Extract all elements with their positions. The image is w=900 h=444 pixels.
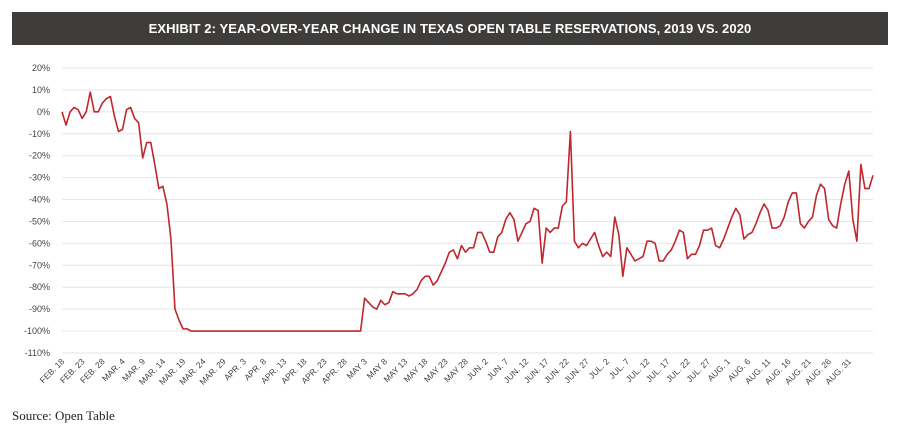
y-tick-label: -30% [29, 173, 50, 183]
y-tick-label: 20% [32, 63, 50, 73]
y-axis: 20% 10% 0% -10% -20% -30% -40% -50% -60% -70% -80%… [24, 63, 50, 358]
line-chart: 20% 10% 0% -10% -20% -30% -40% -50% -60% -70% -80%… [24, 63, 874, 387]
y-tick-label: -110% [25, 348, 50, 358]
y-tick-label: -90% [29, 304, 50, 314]
x-tick-label: MAY 3 [344, 356, 369, 381]
y-tick-label: -50% [29, 216, 50, 226]
y-tick-label: -100% [24, 326, 50, 336]
y-tick-label: -70% [29, 260, 50, 270]
y-tick-label: 0% [37, 107, 50, 117]
y-tick-label: -10% [29, 129, 50, 139]
y-tick-label: -80% [29, 282, 50, 292]
gridlines [62, 67, 873, 354]
y-tick-label: -40% [29, 195, 50, 205]
series-line [61, 91, 874, 332]
y-tick-label: 10% [32, 85, 50, 95]
chart-title: EXHIBIT 2: YEAR-OVER-YEAR CHANGE IN TEXA… [12, 12, 888, 45]
x-tick-label: JUL. 2 [587, 356, 612, 381]
y-tick-label: -60% [29, 238, 50, 248]
source-note: Source: Open Table [12, 408, 115, 423]
series-layer [61, 91, 874, 332]
y-tick-label: -20% [29, 151, 50, 161]
x-tick-label: JUN. 2 [465, 356, 491, 382]
